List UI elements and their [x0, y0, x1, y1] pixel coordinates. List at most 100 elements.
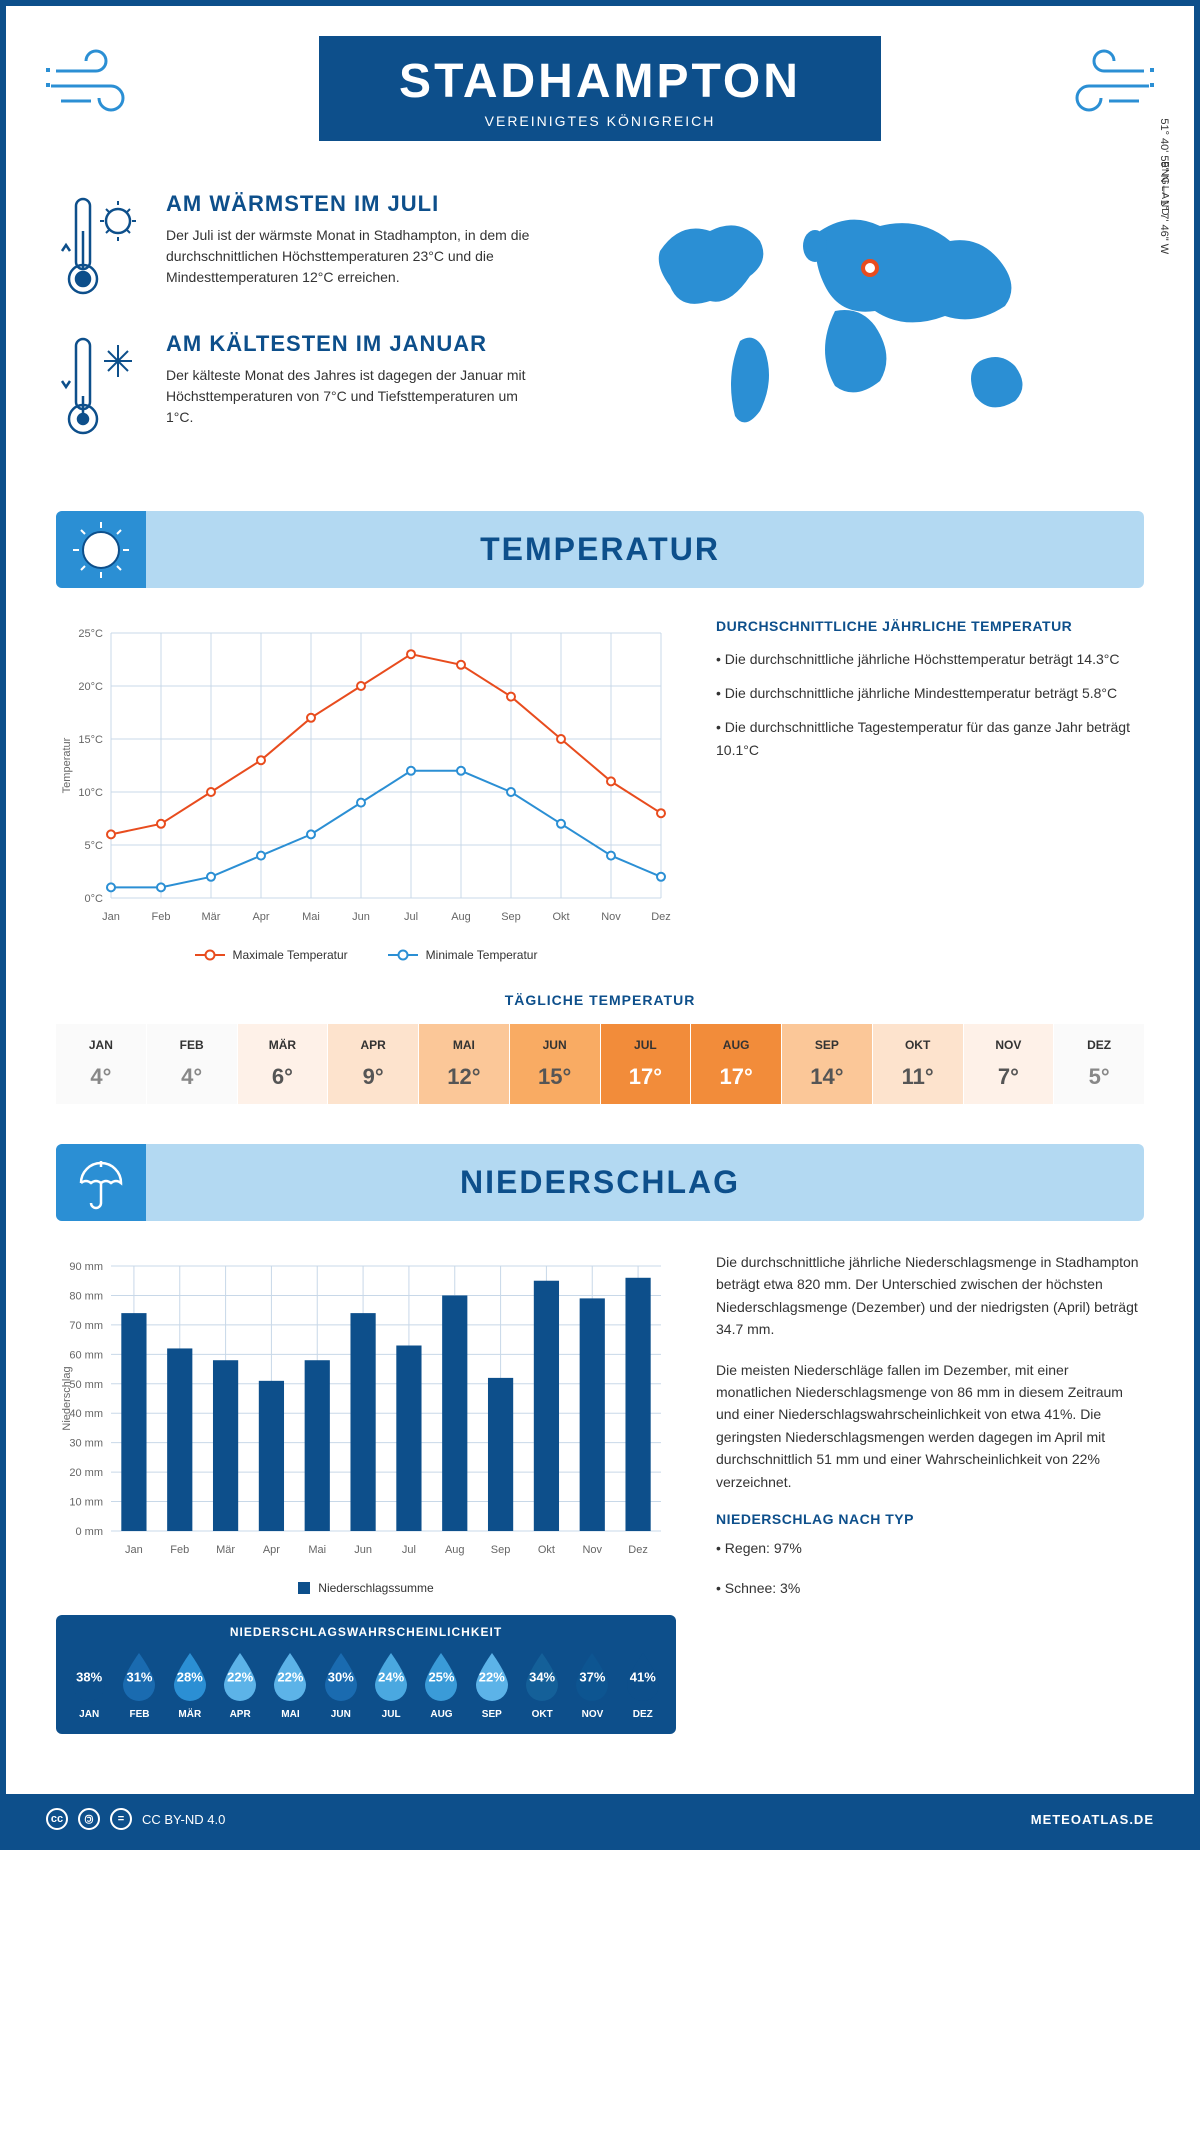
precipitation-title: NIEDERSCHLAG	[76, 1164, 1124, 1201]
svg-text:15°C: 15°C	[78, 734, 103, 746]
precipitation-section-header: NIEDERSCHLAG	[56, 1144, 1144, 1221]
drop-cell: 31%FEB	[116, 1649, 162, 1720]
svg-text:25°C: 25°C	[78, 628, 103, 640]
svg-text:Sep: Sep	[501, 911, 521, 923]
wind-icon	[46, 46, 156, 116]
svg-text:Temperatur: Temperatur	[61, 737, 73, 793]
thermometer-sun-icon	[56, 191, 146, 301]
precip-text-2: Die meisten Niederschläge fallen im Deze…	[716, 1359, 1144, 1493]
precip-type-snow: • Schnee: 3%	[716, 1577, 1144, 1599]
precip-text-1: Die durchschnittliche jährliche Niedersc…	[716, 1251, 1144, 1341]
svg-text:20°C: 20°C	[78, 681, 103, 693]
svg-text:Apr: Apr	[263, 1544, 280, 1556]
temp-cell: OKT11°	[873, 1024, 964, 1104]
svg-text:10 mm: 10 mm	[69, 1497, 103, 1509]
svg-text:40 mm: 40 mm	[69, 1408, 103, 1420]
daily-temp-heading: TÄGLICHE TEMPERATUR	[56, 992, 1144, 1008]
temp-side-heading: DURCHSCHNITTLICHE JÄHRLICHE TEMPERATUR	[716, 618, 1144, 634]
title-banner: STADHAMPTON VEREINIGTES KÖNIGREICH	[319, 36, 881, 141]
temp-cell: FEB4°	[147, 1024, 238, 1104]
location-marker-icon	[861, 259, 879, 277]
drop-cell: 34%OKT	[519, 1649, 565, 1720]
umbrella-icon	[56, 1144, 146, 1221]
world-map: ENGLAND 51° 40' 59" N — 1° 7' 46" W	[620, 191, 1144, 441]
country-subtitle: VEREINIGTES KÖNIGREICH	[399, 113, 801, 129]
temp-cell: JUN15°	[510, 1024, 601, 1104]
svg-text:Sep: Sep	[491, 1544, 511, 1556]
svg-text:Nov: Nov	[601, 911, 621, 923]
svg-text:Mai: Mai	[302, 911, 320, 923]
intro-section: AM WÄRMSTEN IM JULI Der Juli ist der wär…	[56, 191, 1144, 471]
svg-text:Mai: Mai	[308, 1544, 326, 1556]
cc-by-icon: 🄯	[78, 1808, 100, 1830]
svg-text:0°C: 0°C	[85, 893, 104, 905]
drop-cell: 28%MÄR	[167, 1649, 213, 1720]
svg-text:Dez: Dez	[628, 1544, 648, 1556]
header: STADHAMPTON VEREINIGTES KÖNIGREICH	[6, 6, 1194, 161]
daily-temperature-table: TÄGLICHE TEMPERATUR JAN4°FEB4°MÄR6°APR9°…	[56, 992, 1144, 1104]
svg-text:Jul: Jul	[404, 911, 418, 923]
svg-text:Dez: Dez	[651, 911, 671, 923]
wind-icon	[1044, 46, 1154, 116]
temp-bullet: • Die durchschnittliche jährliche Mindes…	[716, 682, 1144, 706]
thermometer-snow-icon	[56, 331, 146, 441]
svg-text:Apr: Apr	[252, 911, 269, 923]
svg-text:50 mm: 50 mm	[69, 1379, 103, 1391]
precip-by-type-heading: NIEDERSCHLAG NACH TYP	[716, 1511, 1144, 1527]
precip-prob-heading: NIEDERSCHLAGSWAHRSCHEINLICHKEIT	[56, 1615, 676, 1649]
svg-text:Jun: Jun	[352, 911, 370, 923]
temp-cell: SEP14°	[782, 1024, 873, 1104]
temp-cell: NOV7°	[964, 1024, 1055, 1104]
coordinates: 51° 40' 59" N — 1° 7' 46" W	[1158, 118, 1170, 254]
svg-text:5°C: 5°C	[85, 840, 104, 852]
temp-bullet: • Die durchschnittliche jährliche Höchst…	[716, 648, 1144, 672]
svg-text:Aug: Aug	[451, 911, 471, 923]
drop-cell: 22%APR	[217, 1649, 263, 1720]
svg-text:80 mm: 80 mm	[69, 1290, 103, 1302]
site-name: METEOATLAS.DE	[1031, 1812, 1154, 1827]
drop-cell: 22%SEP	[469, 1649, 515, 1720]
warmest-text: Der Juli ist der wärmste Monat in Stadha…	[166, 225, 546, 288]
svg-text:30 mm: 30 mm	[69, 1438, 103, 1450]
svg-text:Jan: Jan	[125, 1544, 143, 1556]
temp-cell: JUL17°	[601, 1024, 692, 1104]
temp-bullet: • Die durchschnittliche Tagestemperatur …	[716, 716, 1144, 764]
drop-cell: 30%JUN	[318, 1649, 364, 1720]
svg-text:Okt: Okt	[538, 1544, 555, 1556]
temperature-title: TEMPERATUR	[76, 531, 1124, 568]
svg-text:70 mm: 70 mm	[69, 1320, 103, 1332]
temp-cell: DEZ5°	[1054, 1024, 1144, 1104]
svg-text:Nov: Nov	[582, 1544, 602, 1556]
warmest-fact: AM WÄRMSTEN IM JULI Der Juli ist der wär…	[56, 191, 580, 301]
svg-text:0 mm: 0 mm	[76, 1526, 104, 1538]
city-title: STADHAMPTON	[399, 54, 801, 109]
drop-cell: 22%MAI	[267, 1649, 313, 1720]
svg-text:Jun: Jun	[354, 1544, 372, 1556]
temp-cell: APR9°	[328, 1024, 419, 1104]
legend-precip: Niederschlagssumme	[298, 1581, 433, 1595]
svg-text:Jul: Jul	[402, 1544, 416, 1556]
coldest-title: AM KÄLTESTEN IM JANUAR	[166, 331, 546, 357]
coldest-text: Der kälteste Monat des Jahres ist dagege…	[166, 365, 546, 428]
precipitation-bar-chart: 0 mm 10 mm 20 mm 30 mm 40 mm 50 mm 60 mm 70 mm 8…	[56, 1251, 676, 1595]
temperature-section-header: TEMPERATUR	[56, 511, 1144, 588]
sun-icon	[56, 511, 146, 588]
temp-cell: MAI12°	[419, 1024, 510, 1104]
svg-text:Mär: Mär	[216, 1544, 235, 1556]
precipitation-probability: NIEDERSCHLAGSWAHRSCHEINLICHKEIT 38%JAN31…	[56, 1615, 676, 1734]
temp-cell: JAN4°	[56, 1024, 147, 1104]
temp-cell: AUG17°	[691, 1024, 782, 1104]
svg-text:Jan: Jan	[102, 911, 120, 923]
drop-cell: 25%AUG	[418, 1649, 464, 1720]
legend-max: .legend-item:nth-child(1) .legend-swatch…	[195, 948, 348, 962]
svg-text:Mär: Mär	[202, 911, 221, 923]
drop-cell: 37%NOV	[569, 1649, 615, 1720]
coldest-fact: AM KÄLTESTEN IM JANUAR Der kälteste Mona…	[56, 331, 580, 441]
svg-text:20 mm: 20 mm	[69, 1467, 103, 1479]
license-text: CC BY-ND 4.0	[142, 1812, 225, 1827]
cc-nd-icon: =	[110, 1808, 132, 1830]
svg-text:90 mm: 90 mm	[69, 1261, 103, 1273]
svg-text:60 mm: 60 mm	[69, 1349, 103, 1361]
drop-cell: 38%JAN	[66, 1649, 112, 1720]
legend-min: .legend-item:nth-child(2) .legend-swatch…	[388, 948, 538, 962]
